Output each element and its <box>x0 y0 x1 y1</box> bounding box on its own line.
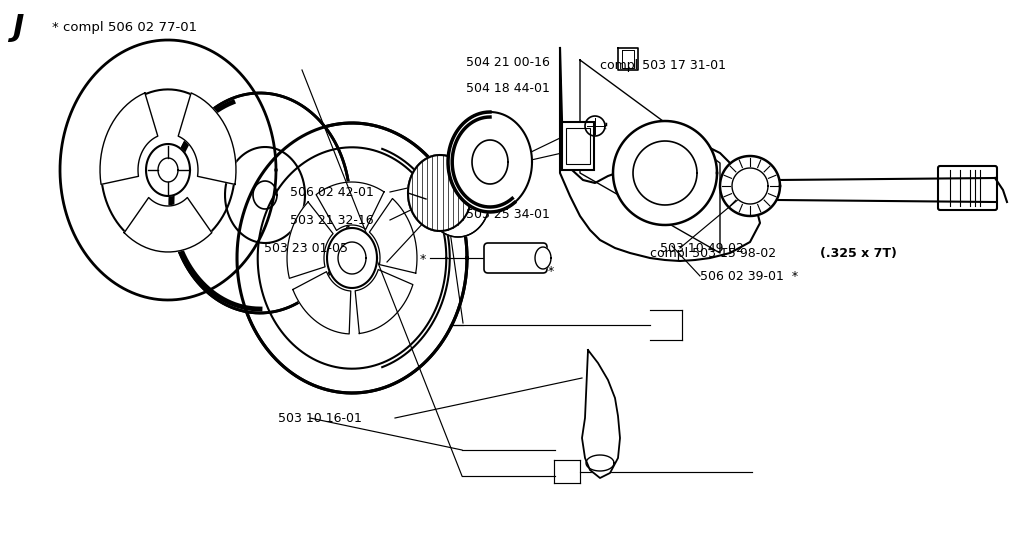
Polygon shape <box>370 199 417 273</box>
Text: 503 21 32-16: 503 21 32-16 <box>290 214 374 226</box>
Polygon shape <box>293 272 351 334</box>
Text: 503 25 34-01: 503 25 34-01 <box>466 209 550 222</box>
Text: J: J <box>12 13 24 43</box>
Polygon shape <box>355 270 413 334</box>
Text: 503 10 16-01: 503 10 16-01 <box>278 412 361 424</box>
Polygon shape <box>535 247 551 269</box>
Polygon shape <box>327 228 377 288</box>
Bar <box>566 128 590 164</box>
Text: 506 02 42-01: 506 02 42-01 <box>290 186 374 199</box>
Text: compl 503 17 31-01: compl 503 17 31-01 <box>600 60 726 73</box>
Polygon shape <box>170 93 350 313</box>
Polygon shape <box>100 93 158 185</box>
FancyBboxPatch shape <box>484 243 547 273</box>
Polygon shape <box>316 182 384 230</box>
Text: 503 23 01-05: 503 23 01-05 <box>264 242 348 254</box>
Text: 506 02 39-01  *: 506 02 39-01 * <box>700 270 798 282</box>
Polygon shape <box>146 144 190 196</box>
Text: 503 10 49-02: 503 10 49-02 <box>660 242 743 254</box>
Polygon shape <box>237 123 467 393</box>
Bar <box>562 122 594 170</box>
Text: (.325 x 7T): (.325 x 7T) <box>820 246 897 259</box>
Polygon shape <box>732 168 768 204</box>
Text: compl 503 15 98-02: compl 503 15 98-02 <box>650 246 776 259</box>
Polygon shape <box>613 121 717 225</box>
Polygon shape <box>720 156 780 216</box>
Polygon shape <box>449 112 532 212</box>
Text: *: * <box>548 265 554 278</box>
Polygon shape <box>408 155 472 231</box>
Polygon shape <box>585 116 605 136</box>
Polygon shape <box>124 197 212 252</box>
Text: 504 21 00-16: 504 21 00-16 <box>466 55 550 68</box>
Text: 504 18 44-01: 504 18 44-01 <box>466 81 550 95</box>
Polygon shape <box>287 202 333 278</box>
Polygon shape <box>178 93 236 185</box>
Polygon shape <box>426 161 490 237</box>
Polygon shape <box>582 350 620 478</box>
Polygon shape <box>560 48 760 261</box>
Text: * compl 506 02 77-01: * compl 506 02 77-01 <box>52 22 198 34</box>
Text: *: * <box>420 253 426 266</box>
